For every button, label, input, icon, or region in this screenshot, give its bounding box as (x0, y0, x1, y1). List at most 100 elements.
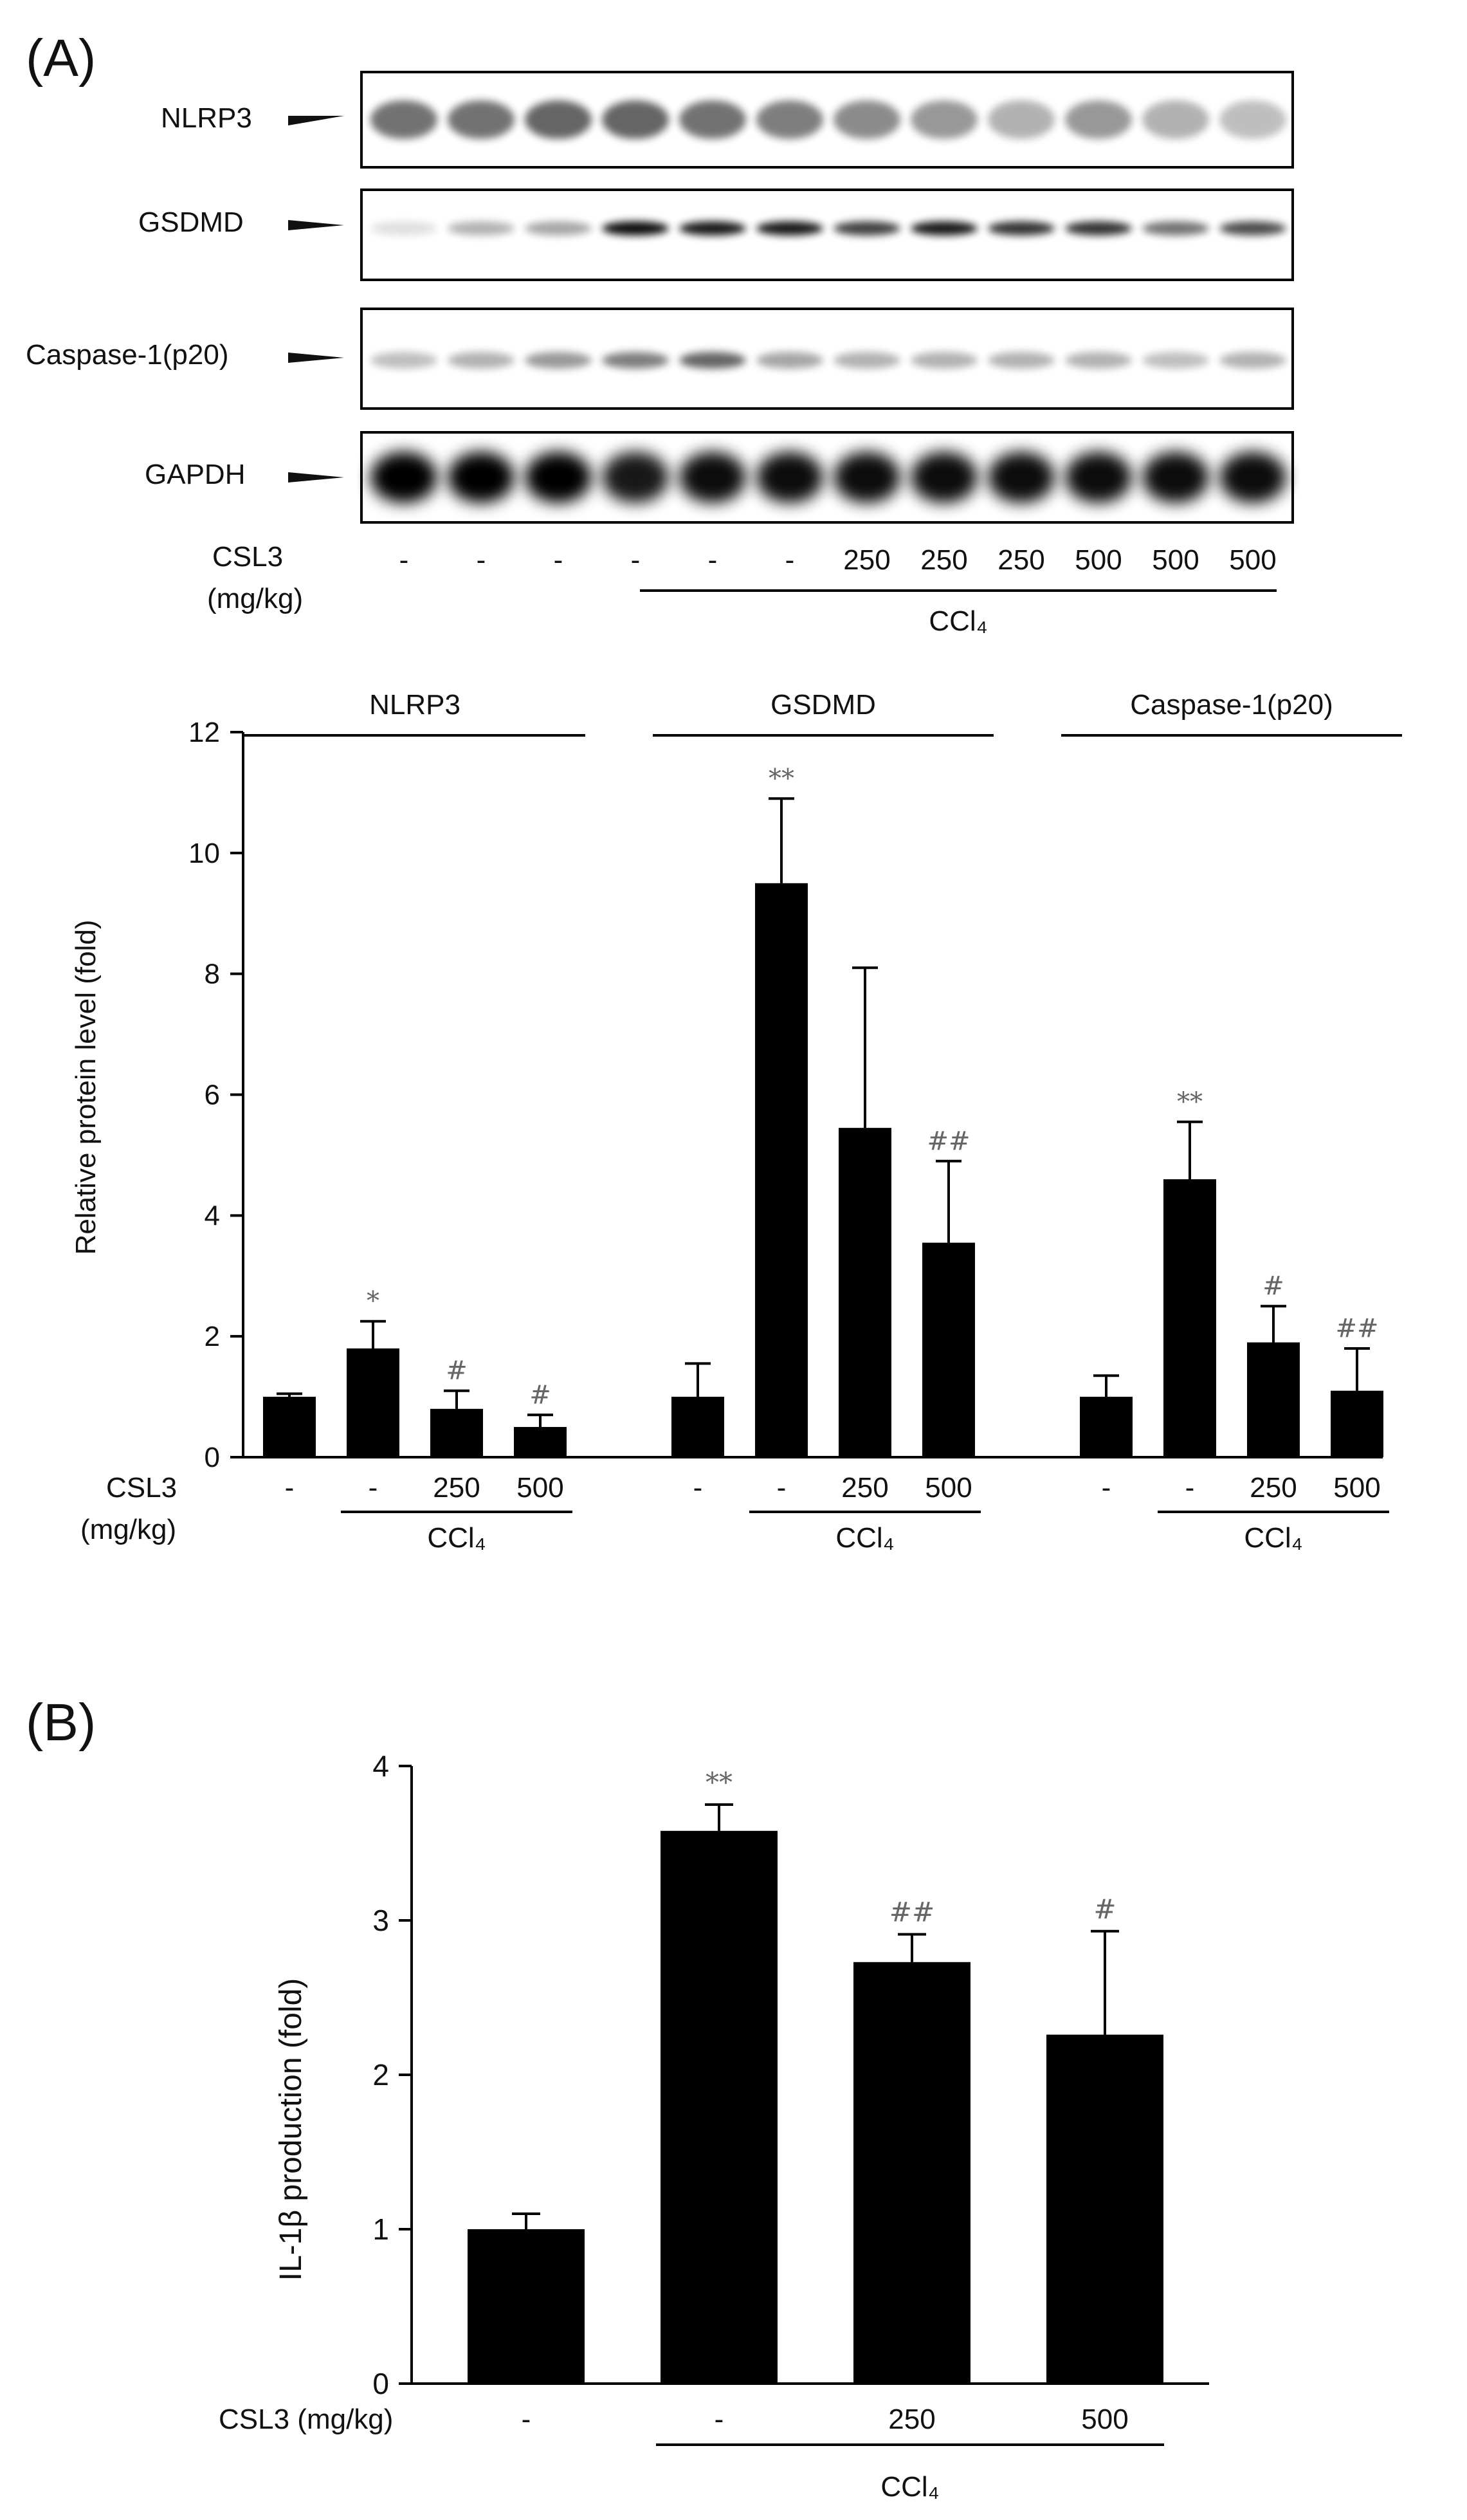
blot-band (370, 352, 437, 369)
chart-a-category-label: - (285, 1472, 295, 1504)
chart-b-xlabel: CSL3 (mg/kg) (219, 2404, 393, 2435)
blot-box-nlrp3 (360, 71, 1294, 169)
blot-dose-label: 250 (843, 544, 890, 576)
blot-band (1065, 100, 1132, 139)
blot-dose-label-line2: (mg/kg) (207, 583, 303, 614)
chart-a-bar (263, 1397, 316, 1457)
chart-a-tick-label: 4 (205, 1200, 220, 1231)
blot-dose-label: - (399, 544, 409, 576)
chart-a-ylabel: Relative protein level (fold) (70, 920, 102, 1255)
blot-band (1142, 352, 1209, 369)
blot-dose-label: 250 (998, 544, 1044, 576)
chart-a-tick-label: 12 (188, 717, 220, 748)
blot-dose-label-line1: CSL3 (212, 541, 283, 573)
chart-a-treatment-label: CCl₄ (427, 1522, 486, 1554)
chart-a-groups: NLRP3 - * - #250 #500 CCl₄ GSDMD - ** - 250 ## 500 CCl… (244, 689, 1402, 1554)
blot-dose-label: 500 (1229, 544, 1276, 576)
blot-band (1219, 100, 1286, 139)
chart-b-significance: # (1093, 1893, 1116, 1925)
blot-band (1142, 100, 1209, 139)
blot-band (1142, 452, 1209, 503)
blot-band (911, 221, 978, 235)
blot-band (448, 352, 515, 369)
chart-a-significance: ** (1177, 1087, 1203, 1117)
blot-band (370, 100, 437, 139)
blot-label-gapdh: GAPDH (145, 459, 245, 490)
chart-a-tick-label: 10 (188, 838, 220, 869)
chart-a-significance: # (446, 1356, 468, 1386)
chart-a-tick-label: 8 (205, 959, 220, 990)
chart-a-category-label: - (1102, 1472, 1111, 1504)
chart-a-significance: ** (769, 764, 794, 793)
chart-a-significance: # (1262, 1271, 1284, 1301)
chart-a-bar (1163, 1179, 1216, 1457)
blot-arrow-caspase1 (288, 353, 344, 363)
chart-a-bar (1331, 1390, 1383, 1457)
chart-b-category-label: - (715, 2404, 724, 2435)
blot-dose-label: - (785, 544, 795, 576)
chart-b-tick-label: 4 (372, 1749, 389, 1783)
chart-a-bar (671, 1397, 724, 1457)
blot-dose-label: 500 (1075, 544, 1122, 576)
chart-a-bar (514, 1427, 567, 1457)
blot-dose-label: - (477, 544, 486, 576)
blot-band (834, 221, 900, 235)
chart-b-category-label: 500 (1081, 2404, 1128, 2435)
blot-arrow-nlrp3 (288, 116, 344, 125)
blot-band (1065, 452, 1132, 503)
chart-b-significance: ** (706, 1767, 733, 1798)
blot-dose-label: - (554, 544, 563, 576)
chart-a-category-label: - (693, 1472, 703, 1504)
blot-band (602, 100, 669, 139)
blot-dose-label: - (631, 544, 641, 576)
chart-a-group-title: Caspase-1(p20) (1130, 689, 1333, 721)
blot-band (525, 452, 592, 503)
protein-level-chart: Relative protein level (fold) 024681012 … (70, 689, 1402, 1554)
chart-a-tick-label: 6 (205, 1080, 220, 1111)
blot-arrow-gsdmd (288, 220, 344, 230)
chart-a-category-label: 500 (925, 1472, 972, 1504)
chart-a-bar (755, 883, 808, 1457)
panel-b-label: (B) (26, 1693, 96, 1752)
blot-band (602, 221, 669, 235)
chart-b-tick-label: 2 (372, 2058, 389, 2092)
blot-band (1142, 221, 1209, 235)
chart-b-bar (661, 1830, 778, 2384)
chart-a-xlabel-line1: CSL3 (106, 1472, 177, 1504)
blot-band (834, 452, 900, 503)
chart-a-significance: # (529, 1380, 551, 1410)
chart-a-category-label: - (1185, 1472, 1195, 1504)
blot-band (911, 452, 978, 503)
chart-a-group-title: GSDMD (770, 689, 876, 721)
chart-a-category-label: 250 (1250, 1472, 1297, 1504)
blot-band (1065, 352, 1132, 369)
blot-treatment-label: CCl₄ (929, 605, 987, 637)
blot-band (448, 100, 515, 139)
chart-a-category-label: 250 (841, 1472, 888, 1504)
chart-a-group-title: NLRP3 (369, 689, 460, 721)
blot-band (988, 100, 1055, 139)
chart-a-category-label: 250 (433, 1472, 480, 1504)
chart-a-treatment-label: CCl₄ (835, 1522, 894, 1554)
chart-b-y-ticks: 0 1 2 3 4 (372, 1749, 412, 2400)
chart-b-bar (1046, 2034, 1163, 2384)
blot-band (1065, 221, 1132, 235)
chart-a-y-ticks: 0 2 4 6 8 10 12 (188, 717, 243, 1473)
chart-a-tick-label: 0 (205, 1442, 220, 1473)
blot-band (525, 352, 592, 369)
blot-box-gapdh (360, 431, 1294, 524)
blot-band (834, 352, 900, 369)
blot-band (834, 100, 900, 139)
blot-band (525, 221, 592, 235)
blot-band (679, 352, 746, 369)
blot-dose-label: - (708, 544, 718, 576)
chart-b-bars: - ** - ## 250 #500 (468, 1767, 1163, 2435)
chart-b-tick-label: 3 (372, 1904, 389, 1937)
chart-a-treatment-label: CCl₄ (1244, 1522, 1302, 1554)
chart-a-significance: ## (1335, 1314, 1378, 1343)
chart-a-significance: * (367, 1287, 379, 1316)
chart-a-tick-label: 2 (205, 1321, 220, 1352)
blot-band (370, 221, 437, 235)
chart-b-category-label: 250 (888, 2404, 935, 2435)
chart-b-ylabel: IL-1β production (fold) (274, 1978, 308, 2281)
